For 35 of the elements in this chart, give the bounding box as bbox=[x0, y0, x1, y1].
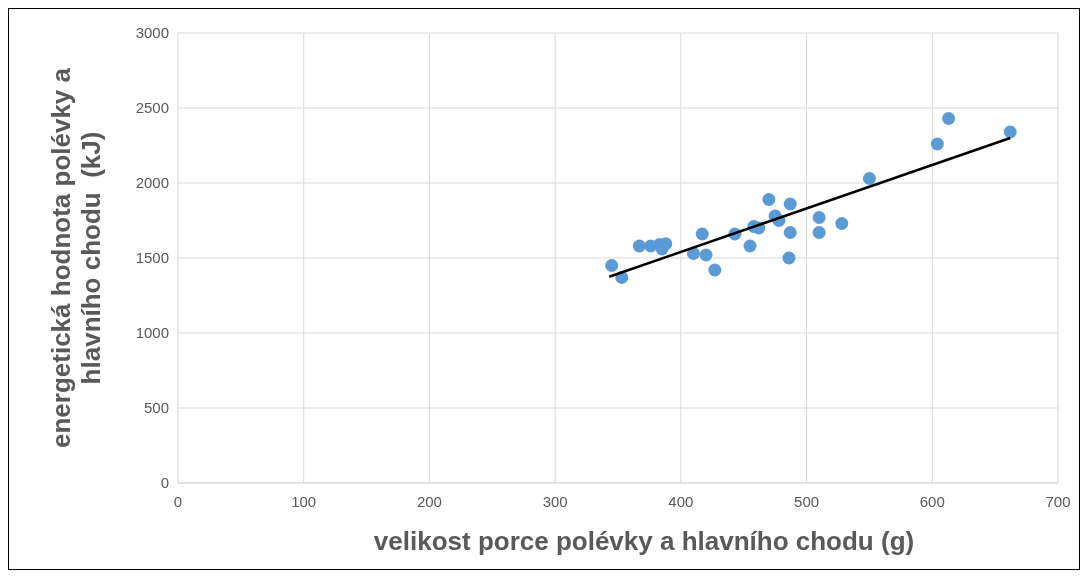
x-tick-label: 600 bbox=[919, 493, 945, 510]
x-axis-title: velikost porce polévky a hlavního chodu (g) bbox=[373, 526, 915, 556]
x-tick-label: 400 bbox=[668, 493, 694, 510]
point bbox=[762, 193, 776, 206]
point bbox=[812, 226, 826, 239]
y-axis-title: energetická hodnota polévky a hlavního chodu (kJ) bbox=[46, 67, 106, 449]
y-tick-label: 500 bbox=[143, 399, 169, 416]
point bbox=[835, 217, 849, 230]
point bbox=[632, 239, 646, 253]
point bbox=[605, 259, 619, 272]
x-tick-label: 500 bbox=[794, 493, 820, 510]
y-tick-label: 1500 bbox=[135, 249, 169, 266]
y-tick-label: 0 bbox=[160, 474, 169, 491]
y-tick-label: 2500 bbox=[135, 99, 169, 116]
y-tick-label: 2000 bbox=[135, 174, 169, 191]
point bbox=[659, 237, 673, 251]
x-tick-label: 300 bbox=[542, 493, 568, 510]
point bbox=[942, 112, 956, 125]
point bbox=[1003, 125, 1017, 139]
point bbox=[783, 197, 797, 211]
x-tick-label: 700 bbox=[1045, 493, 1071, 510]
y-tick-label: 3000 bbox=[135, 24, 169, 41]
point bbox=[783, 226, 797, 239]
point bbox=[743, 239, 757, 253]
y-tick-label: 1000 bbox=[135, 324, 169, 341]
point bbox=[812, 211, 826, 224]
point bbox=[930, 137, 944, 151]
point bbox=[699, 248, 713, 262]
point bbox=[782, 251, 796, 265]
point bbox=[708, 263, 722, 277]
x-tick-label: 0 bbox=[173, 493, 183, 510]
x-tick-label: 200 bbox=[416, 493, 442, 510]
point bbox=[695, 227, 709, 241]
x-tick-label: 100 bbox=[291, 493, 317, 510]
point bbox=[862, 172, 876, 185]
